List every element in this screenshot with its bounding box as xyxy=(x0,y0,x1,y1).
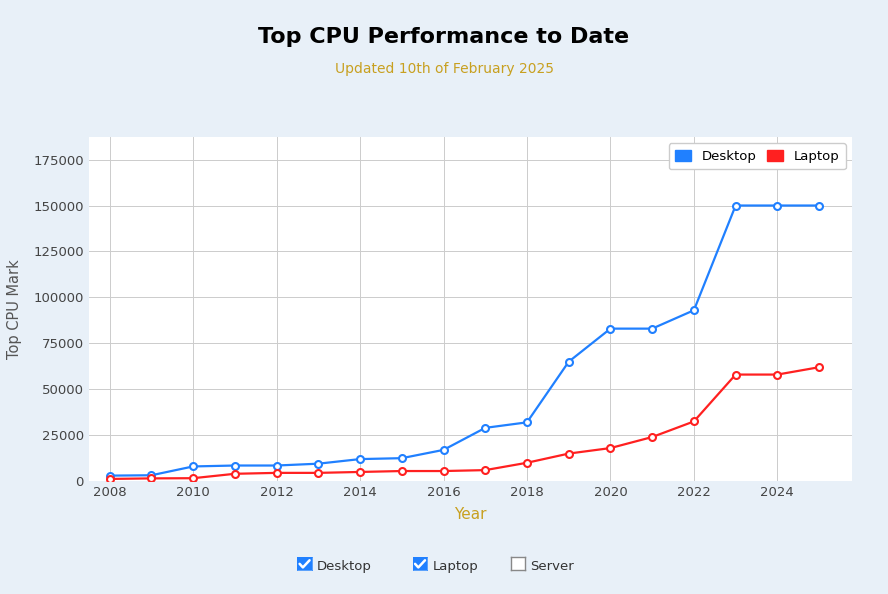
Y-axis label: Top CPU Mark: Top CPU Mark xyxy=(7,259,22,359)
Text: Top CPU Performance to Date: Top CPU Performance to Date xyxy=(258,27,630,47)
Text: Laptop: Laptop xyxy=(432,560,479,573)
Text: Desktop: Desktop xyxy=(317,560,372,573)
X-axis label: Year: Year xyxy=(455,507,487,522)
Text: Updated 10th of February 2025: Updated 10th of February 2025 xyxy=(335,62,553,77)
Legend: Desktop, Laptop: Desktop, Laptop xyxy=(669,143,846,169)
Text: Server: Server xyxy=(530,560,574,573)
